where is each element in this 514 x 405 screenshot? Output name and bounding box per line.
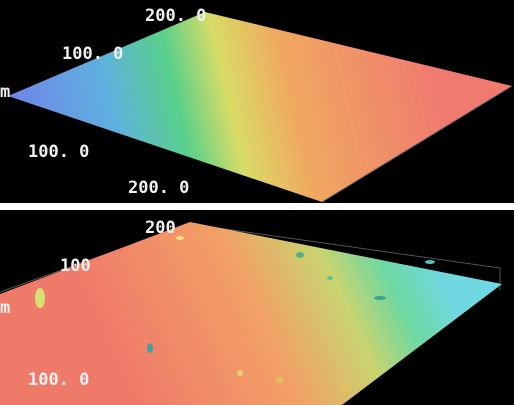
- axis-label: 200. 0: [145, 6, 206, 26]
- axis-label: m: [0, 298, 10, 318]
- axis-label: 200. 0: [128, 178, 189, 198]
- axis-label: 100. 0: [28, 142, 89, 162]
- axis-label: 100: [60, 256, 91, 276]
- axis-label: 100. 0: [28, 370, 89, 390]
- surface-views: 200. 0 100. 0 m 100. 0 200. 0 200 100 m …: [0, 0, 514, 405]
- axis-label: m: [0, 82, 10, 102]
- axis-label: 100. 0: [62, 44, 123, 64]
- page: 200. 0 100. 0 m 100. 0 200. 0 200 100 m …: [0, 0, 514, 405]
- axis-label: 200: [145, 218, 176, 238]
